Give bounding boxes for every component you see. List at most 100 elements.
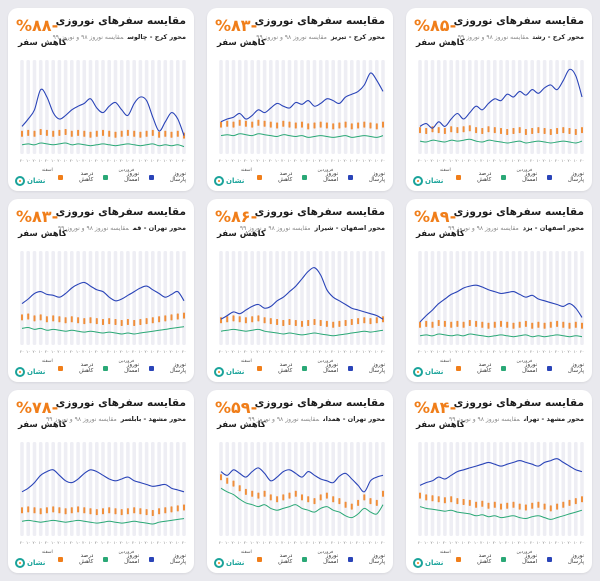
chart-title: مقایسه سفرهای نوروزی [55, 397, 186, 409]
series-last-year-line [419, 68, 583, 129]
day-tick: ۱۰ [126, 540, 130, 545]
card-header: %۸۳- کاهش سفر مقایسه سفرهای نوروزی محور کرج… [215, 14, 385, 54]
legend-swatch [547, 556, 552, 562]
percent-marker [350, 123, 353, 130]
percent-marker [33, 130, 36, 137]
chart-legend: نوروز پارسال نوروز امسال درصد کاهش [456, 171, 584, 183]
legend-swatch [501, 365, 507, 371]
day-tick: ۲۰ [294, 158, 298, 163]
series-this-year-line [419, 138, 583, 144]
percent-marker [120, 320, 123, 326]
chart-card: %۸۵- کاهش سفر مقایسه سفرهای نوروزی محور کرج… [406, 8, 592, 191]
chart-title: مقایسه سفرهای نوروزی [453, 397, 584, 409]
day-tick: ۱۰ [51, 540, 55, 545]
percent-marker [52, 315, 55, 322]
day-tick: ۱۰ [51, 158, 55, 163]
day-tick: ۱۰ [474, 540, 478, 545]
day-tick: ۲۰ [306, 349, 310, 354]
legend-swatch [302, 174, 308, 180]
day-column [294, 251, 298, 345]
day-column [542, 442, 547, 536]
percent-marker [244, 120, 247, 127]
day-tick: ۱۰ [275, 540, 279, 545]
day-tick: ۱۰ [549, 540, 553, 545]
day-column [281, 60, 286, 154]
day-tick: ۱۰ [486, 158, 490, 163]
day-tick: ۲۰ [530, 540, 534, 545]
day-tick: ۲۰ [505, 158, 509, 163]
day-tick: ۱۰ [524, 158, 528, 163]
day-tick: ۲۰ [418, 349, 422, 354]
day-tick: ۱۰ [462, 158, 466, 163]
percent-marker [462, 321, 465, 328]
percent-marker [282, 494, 285, 501]
day-column [468, 442, 472, 536]
percent-marker [562, 321, 565, 328]
legend-percent: درصد کاهش [257, 553, 292, 565]
day-column [350, 251, 354, 345]
day-tick: ۲۰ [480, 540, 484, 545]
day-tick: ۲۰ [418, 158, 422, 163]
chart-card: %۸۴- کاهش سفر مقایسه سفرهای نوروزی محور مشه… [406, 390, 592, 573]
day-column [163, 251, 168, 345]
day-column [82, 251, 87, 345]
brand-logo: نشان [413, 367, 443, 377]
day-column [424, 251, 428, 345]
day-tick: ۱۰ [138, 349, 142, 354]
legend-label: نوروز امسال [124, 362, 140, 374]
percent-marker [226, 120, 229, 127]
day-tick: ۲۰ [107, 349, 111, 354]
day-column [269, 442, 273, 536]
day-column [182, 60, 186, 154]
chart-subtitle: محور مشهد - بابلسرمقایسه نوروز ۹۸ و نورو… [46, 415, 186, 423]
legend-swatch [456, 174, 461, 180]
percent-marker [332, 496, 335, 503]
day-column [499, 60, 503, 154]
day-column [306, 60, 310, 154]
chart-card: %۸۶- کاهش سفر مقایسه سفرهای نوروزی محور اصف… [207, 199, 393, 382]
percent-marker [276, 496, 279, 503]
percent-marker [126, 508, 129, 515]
reduction-label: کاهش سفر [416, 38, 465, 48]
month-label-esfand: اسفند [42, 359, 53, 364]
day-column [107, 60, 111, 154]
day-column [430, 442, 435, 536]
percent-marker [251, 121, 254, 128]
day-tick: ۱۰ [176, 158, 180, 163]
percent-marker [518, 127, 521, 134]
day-tick: ۱۰ [250, 349, 254, 354]
legend-swatch [501, 556, 507, 562]
day-tick: ۱۰ [64, 349, 68, 354]
day-column [381, 60, 385, 154]
percent-marker [319, 320, 322, 326]
day-tick: ۲۰ [219, 540, 223, 545]
month-label-esfand: اسفند [241, 550, 252, 555]
card-header: %۸۴- کاهش سفر مقایسه سفرهای نوروزی محور مشه… [414, 396, 584, 436]
legend-this-year: نوروز امسال [103, 171, 139, 183]
day-column [306, 442, 310, 536]
chart-legend: نوروز پارسال نوروز امسال درصد کاهش [58, 362, 186, 374]
logo-icon [15, 367, 25, 377]
day-column [169, 442, 174, 536]
day-column [144, 251, 149, 345]
day-column [337, 251, 342, 345]
day-tick: ۲۰ [294, 540, 298, 545]
legend-last-year: نوروز پارسال [547, 171, 584, 183]
day-column [524, 60, 528, 154]
logo-icon [413, 367, 423, 377]
percent-marker [158, 316, 161, 323]
percent-marker [164, 507, 167, 514]
logo-icon [413, 558, 423, 568]
day-column [549, 251, 553, 345]
percent-marker [232, 480, 235, 487]
day-column [231, 60, 236, 154]
day-column [119, 442, 124, 536]
day-column [57, 60, 62, 154]
percent-marker [120, 130, 123, 137]
day-column [375, 60, 379, 154]
percent-marker [419, 321, 421, 328]
logo-wordmark: نشان [226, 559, 245, 567]
day-column [449, 442, 453, 536]
day-tick: ۱۰ [449, 349, 453, 354]
line-chart: ۲۰ ۱۰ ۲۰ ۱۰ ۲۰ ۱۰ ۲۰ ۱۰ ۲۰ ۱۰ ۲۰ ۱۰ ۲۰ ۱۰ ۲۰ ۱۰ ۲۰ ۱۰ ۲۰ ۱۰… [219, 442, 385, 555]
